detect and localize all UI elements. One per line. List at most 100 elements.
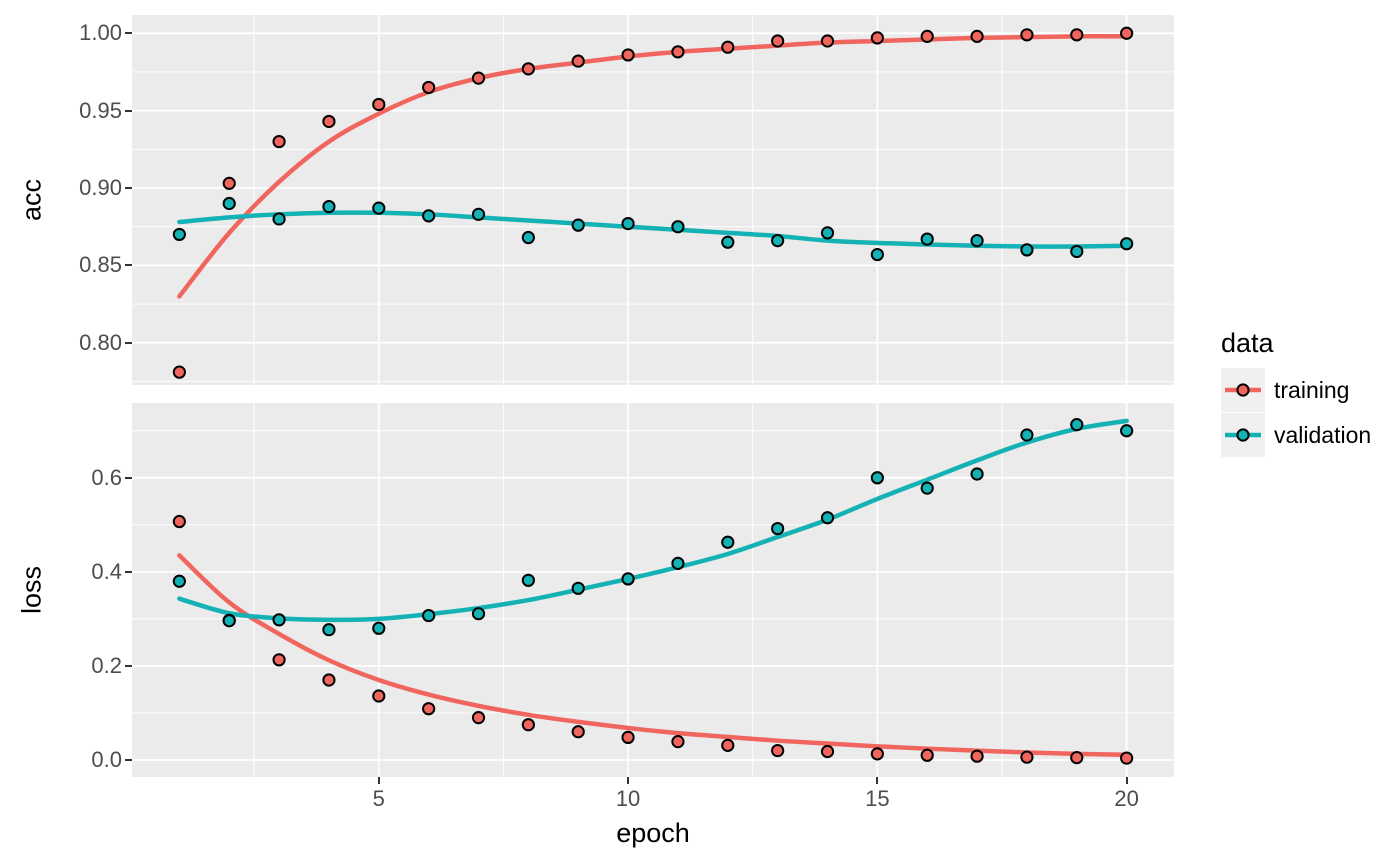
point-validation [1070,244,1084,259]
point-validation [422,209,436,223]
point-training [272,134,286,149]
smooth-line-training [177,553,1129,758]
point-training [721,40,735,54]
point-validation [322,199,336,214]
y-tick-mark [125,187,132,189]
point-training [870,747,884,761]
point-training [172,514,186,529]
y-tick-mark [125,32,132,35]
point-training [322,114,336,129]
legend-title: data [1221,328,1274,358]
point-validation [272,212,286,226]
y-tick-label: 0.0 [91,746,122,772]
point-training [422,80,436,95]
point-training [172,365,186,379]
y-tick-label: 0.2 [91,652,122,678]
point-validation [671,220,685,234]
point-validation [172,227,186,242]
point-training [571,54,585,68]
y-tick-label: 0.6 [91,464,122,490]
point-validation [1020,243,1034,257]
point-validation [521,573,535,587]
point-training [1020,750,1034,764]
point-validation [671,556,685,570]
point-training [621,730,635,744]
point-validation [1020,428,1034,442]
point-training [920,748,934,762]
point-training [521,718,535,732]
point-validation [920,232,934,246]
legend-entry-training: training [1221,368,1371,412]
point-validation [771,234,785,248]
y-tick-mark [125,570,132,573]
point-validation [621,216,635,231]
point-validation [471,207,486,221]
legend-key-validation [1221,413,1265,457]
point-training [721,738,735,752]
point-training [820,744,835,759]
legend-entry-label-training: training [1274,376,1350,403]
point-training [870,31,884,45]
point-validation [422,608,436,623]
point-validation [870,471,884,485]
panel-loss [132,403,1174,777]
point-validation [820,511,835,525]
point-validation [272,613,286,627]
x-tick-label: 5 [372,786,385,811]
point-validation [372,621,386,635]
point-validation [621,572,635,586]
panel-acc [132,15,1174,385]
point-validation [1120,424,1134,438]
legend: data training validation [1221,330,1371,458]
point-training [521,62,535,76]
x-tick-label: 15 [865,786,890,811]
point-training [372,97,386,112]
point-training [1070,28,1084,42]
legend-swatch-point-training [1236,383,1250,397]
point-training [671,45,685,59]
legend-swatch-point-validation [1236,428,1250,442]
point-validation [721,535,735,549]
legend-entry-validation: validation [1221,413,1371,457]
y-tick-label: 0.80 [79,329,122,355]
point-training [322,673,336,687]
y-tick-mark [125,109,132,112]
point-training [471,71,486,85]
legend-key-training [1221,368,1265,412]
point-validation [222,614,236,628]
smooth-line-validation [177,210,1129,249]
point-training [1120,26,1134,40]
point-training [571,725,585,739]
y-tick-label: 0.95 [79,97,122,123]
x-tick-mark [377,777,380,784]
x-tick-mark [627,777,629,784]
point-training [671,735,685,749]
y-axis-title-acc: acc [16,178,47,222]
point-validation [721,235,735,249]
point-training [820,34,835,48]
legend-entry-label-validation: validation [1274,421,1372,448]
x-axis-title-epoch: epoch [616,818,690,848]
y-tick-label: 0.4 [91,558,122,584]
smooth-line-validation [177,418,1129,623]
point-training [1070,751,1084,765]
point-training [970,749,984,763]
point-training [621,48,635,62]
point-validation [471,607,486,621]
x-tick-label: 10 [615,786,641,811]
point-training [372,689,386,703]
point-training [422,702,436,716]
point-validation [571,581,585,595]
point-validation [1120,237,1134,251]
point-validation [920,481,934,495]
point-training [771,34,785,48]
point-validation [1070,418,1084,432]
point-training [1020,28,1034,42]
point-validation [870,247,884,262]
point-validation [172,574,186,588]
point-validation [322,623,336,637]
smooth-line-training [177,34,1129,299]
x-tick-mark [1125,777,1128,784]
x-tick-label: 20 [1114,786,1139,811]
